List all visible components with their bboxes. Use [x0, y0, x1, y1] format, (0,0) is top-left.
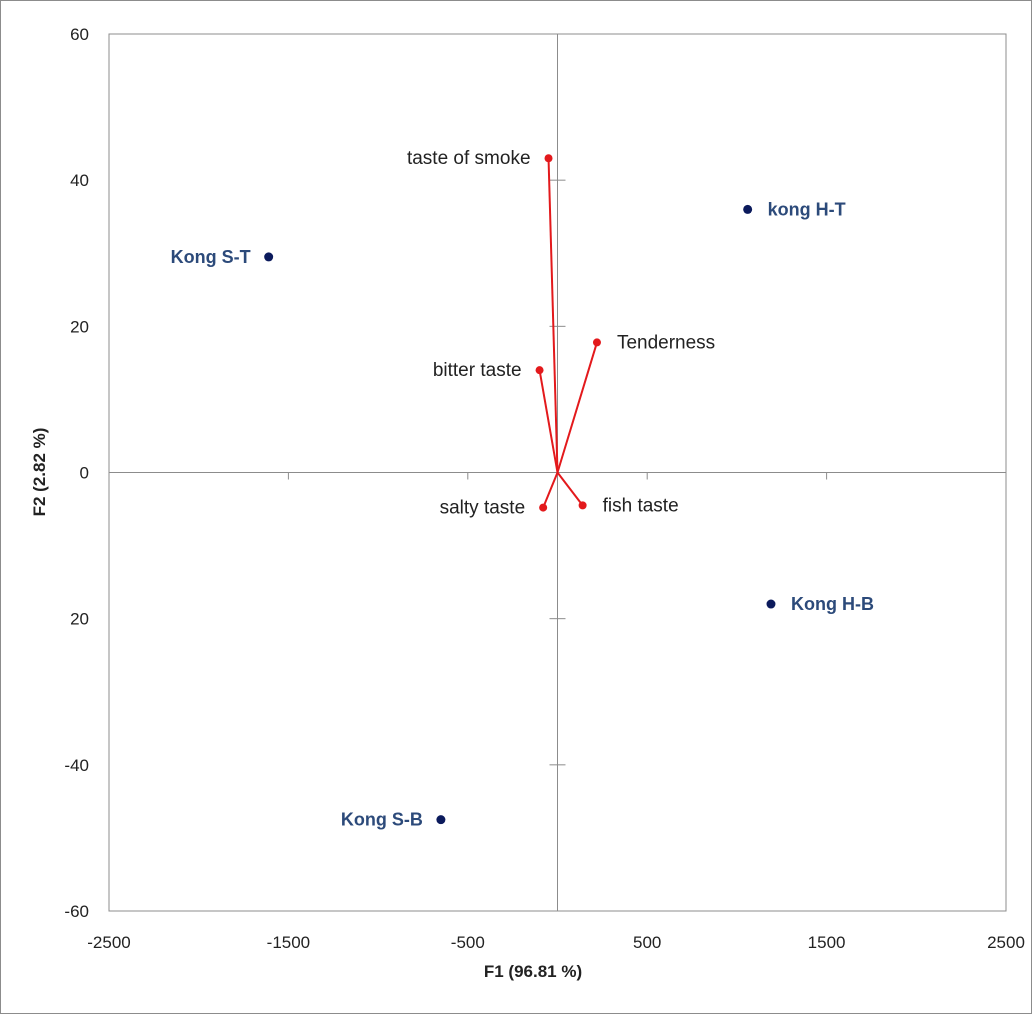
- variable-point: [539, 503, 548, 512]
- observation-label: kong H-T: [768, 199, 846, 219]
- variable-label: fish taste: [603, 495, 679, 516]
- x-tick-label: 500: [633, 933, 661, 952]
- x-tick-label: -1500: [267, 933, 310, 952]
- y-tick-label: 20: [70, 610, 89, 629]
- x-tick-label: -500: [451, 933, 485, 952]
- y-tick-label: 0: [80, 464, 89, 483]
- variable-label: Tenderness: [617, 332, 715, 353]
- observation-point: [743, 204, 753, 214]
- observation-point: [264, 252, 274, 262]
- variable-vector: [542, 472, 559, 508]
- x-tick-label: 1500: [808, 933, 846, 952]
- variable-point: [578, 501, 587, 510]
- observation-label: Kong H-B: [791, 594, 874, 614]
- y-tick-label: 40: [70, 171, 89, 190]
- variable-label: bitter taste: [433, 360, 522, 381]
- observation-label: Kong S-T: [171, 247, 251, 267]
- x-tick-label: 2500: [987, 933, 1025, 952]
- observation-point: [436, 815, 446, 825]
- y-tick-label: 20: [70, 317, 89, 336]
- y-axis-title: F2 (2.82 %): [30, 428, 49, 517]
- variable-label: taste of smoke: [407, 148, 531, 169]
- y-tick-label: 60: [70, 25, 89, 44]
- variable-point: [535, 366, 544, 375]
- y-tick-label: -40: [64, 756, 89, 775]
- observation-label: Kong S-B: [341, 810, 423, 830]
- variable-vector: [556, 342, 598, 473]
- variable-label: salty taste: [440, 498, 526, 519]
- variable-point: [592, 338, 601, 347]
- observation-point: [766, 599, 776, 609]
- variable-vector: [556, 471, 584, 506]
- y-tick-label: -60: [64, 902, 89, 921]
- variable-point: [544, 154, 553, 163]
- x-axis-title: F1 (96.81 %): [484, 962, 582, 981]
- x-tick-label: -2500: [87, 933, 130, 952]
- variable-vector: [538, 370, 559, 473]
- variable-vector: [547, 158, 559, 473]
